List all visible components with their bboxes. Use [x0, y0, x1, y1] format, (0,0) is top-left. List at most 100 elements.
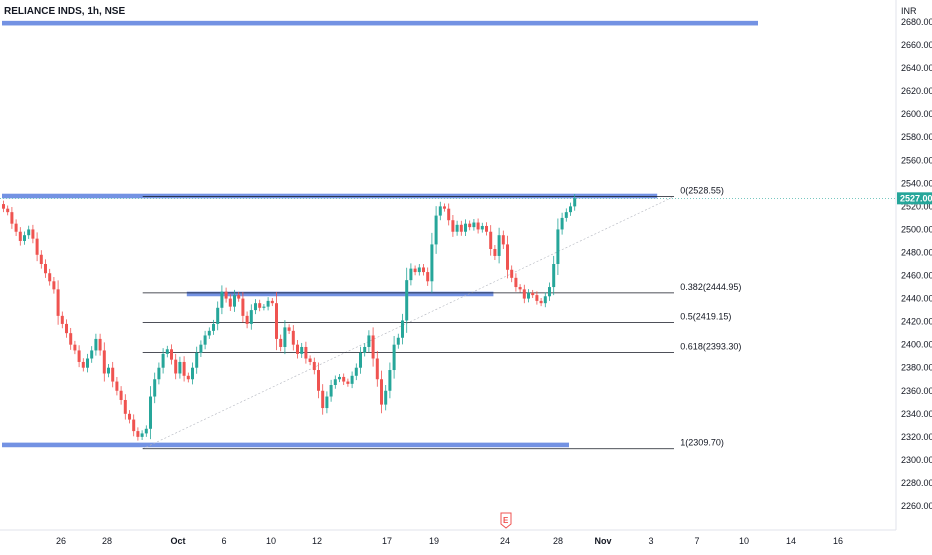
candle[interactable]: [417, 264, 421, 276]
candle[interactable]: [283, 320, 287, 355]
candle[interactable]: [39, 250, 43, 269]
candle[interactable]: [569, 202, 572, 216]
candle[interactable]: [178, 356, 182, 379]
candle[interactable]: [472, 219, 476, 231]
candle[interactable]: [161, 348, 165, 374]
candle[interactable]: [430, 232, 434, 293]
candle[interactable]: [144, 425, 148, 437]
candle[interactable]: [405, 267, 409, 333]
candle[interactable]: [207, 327, 211, 339]
candle[interactable]: [262, 304, 266, 311]
candle[interactable]: [81, 358, 85, 372]
candle[interactable]: [401, 313, 404, 345]
candle[interactable]: [86, 353, 89, 373]
candle[interactable]: [434, 206, 438, 254]
candle[interactable]: [560, 212, 564, 235]
earnings-marker[interactable]: E: [500, 512, 512, 529]
candle[interactable]: [388, 362, 392, 399]
candle[interactable]: [409, 263, 413, 286]
candle[interactable]: [438, 201, 442, 221]
candle[interactable]: [501, 230, 505, 250]
candle[interactable]: [308, 355, 312, 366]
candle[interactable]: [279, 334, 283, 352]
candle[interactable]: [548, 282, 551, 301]
candle[interactable]: [35, 232, 39, 262]
candle[interactable]: [170, 344, 173, 365]
candle[interactable]: [216, 301, 220, 331]
candle[interactable]: [174, 353, 178, 380]
candle[interactable]: [522, 284, 526, 304]
candle[interactable]: [136, 427, 140, 441]
candle[interactable]: [27, 225, 31, 239]
candle[interactable]: [245, 311, 249, 329]
candle[interactable]: [60, 311, 64, 329]
candle[interactable]: [371, 327, 375, 367]
candle[interactable]: [476, 218, 480, 234]
candle[interactable]: [291, 325, 295, 351]
candle[interactable]: [413, 265, 417, 276]
candle[interactable]: [241, 291, 245, 323]
candle[interactable]: [10, 206, 14, 229]
candle[interactable]: [363, 343, 367, 357]
candle[interactable]: [552, 255, 556, 296]
candle[interactable]: [531, 289, 535, 298]
candle[interactable]: [275, 291, 278, 351]
candle[interactable]: [367, 330, 371, 353]
candle[interactable]: [254, 299, 257, 315]
candle[interactable]: [455, 220, 459, 236]
candle[interactable]: [422, 264, 425, 276]
candle[interactable]: [338, 374, 341, 383]
candle[interactable]: [165, 345, 169, 358]
mid-support-zone[interactable]: [186, 291, 494, 297]
candle[interactable]: [564, 208, 568, 222]
candle[interactable]: [98, 333, 102, 356]
candle[interactable]: [426, 267, 430, 286]
candle[interactable]: [18, 227, 22, 246]
candle[interactable]: [107, 363, 110, 378]
candle[interactable]: [384, 385, 388, 411]
candle[interactable]: [128, 410, 131, 424]
candle[interactable]: [317, 362, 320, 399]
candle[interactable]: [354, 363, 358, 381]
candle[interactable]: [224, 287, 228, 303]
bottom-support-zone[interactable]: [2, 442, 569, 448]
candle[interactable]: [443, 203, 446, 212]
candle[interactable]: [228, 294, 232, 311]
candle[interactable]: [543, 292, 547, 308]
candle[interactable]: [468, 220, 472, 231]
candle[interactable]: [325, 391, 329, 414]
candle[interactable]: [321, 384, 325, 415]
candle[interactable]: [182, 356, 186, 382]
candle[interactable]: [447, 203, 451, 226]
candle[interactable]: [506, 235, 509, 279]
upper-resistance-zone[interactable]: [2, 193, 658, 199]
candle[interactable]: [157, 362, 161, 385]
candle[interactable]: [375, 351, 379, 387]
candle[interactable]: [199, 340, 203, 358]
candle[interactable]: [52, 276, 56, 294]
price-axis[interactable]: 2680.00 2660.00 2640.00 2620.00 2600.00 2580.…: [0, 17, 932, 511]
candle[interactable]: [510, 265, 514, 283]
candle[interactable]: [132, 414, 136, 437]
candle[interactable]: [2, 200, 5, 213]
candle[interactable]: [6, 205, 10, 216]
candle[interactable]: [333, 375, 337, 389]
candle[interactable]: [31, 224, 35, 244]
candle[interactable]: [123, 394, 127, 420]
candle[interactable]: [195, 346, 199, 374]
candle[interactable]: [527, 289, 530, 303]
candle[interactable]: [346, 378, 350, 387]
top-resistance-zone[interactable]: [2, 20, 758, 26]
candle[interactable]: [149, 386, 152, 440]
candle[interactable]: [459, 220, 463, 236]
candle[interactable]: [396, 333, 400, 349]
candle[interactable]: [23, 231, 26, 245]
candle[interactable]: [115, 376, 119, 396]
candle[interactable]: [518, 284, 522, 293]
candle[interactable]: [359, 346, 362, 374]
candle[interactable]: [300, 342, 304, 358]
candle[interactable]: [489, 225, 493, 256]
candle[interactable]: [90, 346, 94, 363]
candle[interactable]: [203, 330, 207, 350]
